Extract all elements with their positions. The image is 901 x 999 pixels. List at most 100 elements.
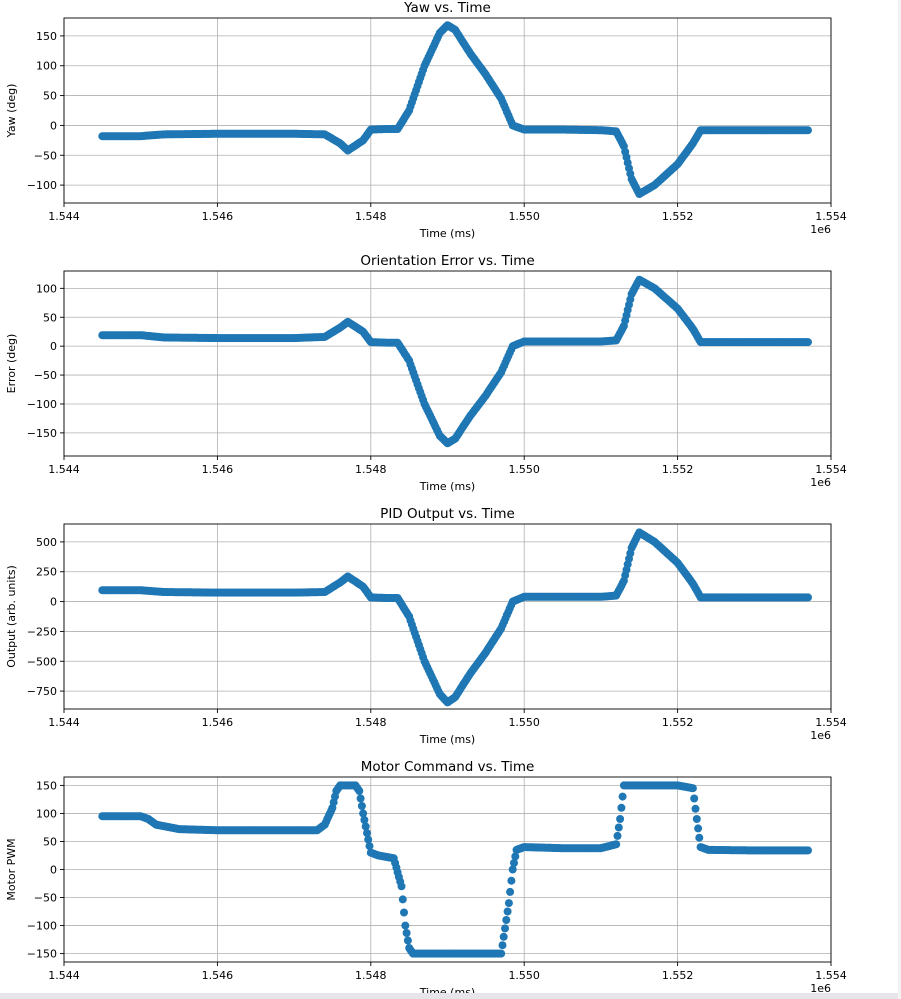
x-tick-label: 1.552 bbox=[662, 969, 694, 982]
data-point bbox=[614, 823, 623, 832]
chart-panel-yaw: 1.544 1.546 1.548 1.550 1.552 1.554 −100 −50 0 50… bbox=[5, 0, 847, 240]
data-point bbox=[508, 865, 517, 874]
y-axis-label: Output (arb. units) bbox=[5, 565, 18, 668]
data-point bbox=[402, 929, 411, 937]
y-tick-label: 250 bbox=[36, 566, 57, 579]
chart-title: Orientation Error vs. Time bbox=[360, 253, 534, 269]
right-edge-strip bbox=[898, 0, 901, 999]
data-point bbox=[501, 924, 509, 933]
data-point bbox=[612, 840, 621, 849]
y-tick-label: −50 bbox=[34, 892, 57, 905]
y-tick-label: −150 bbox=[27, 427, 57, 440]
x-tick-label: 1.552 bbox=[662, 210, 694, 223]
data-point bbox=[694, 824, 703, 833]
data-point bbox=[804, 126, 812, 135]
y-tick-label: −50 bbox=[34, 369, 57, 382]
data-point bbox=[804, 593, 812, 602]
y-tick-label: 50 bbox=[43, 311, 57, 324]
data-point bbox=[498, 941, 507, 950]
data-point bbox=[691, 804, 700, 813]
x-tick-label: 1.550 bbox=[508, 716, 540, 729]
y-tick-label: 0 bbox=[50, 119, 57, 132]
x-axis-label: Time (ms) bbox=[419, 480, 475, 493]
data-point bbox=[507, 876, 516, 885]
data-point bbox=[613, 831, 622, 840]
axes-frame bbox=[63, 17, 832, 204]
data-point bbox=[364, 835, 373, 844]
x-tick-label: 1.548 bbox=[355, 969, 387, 982]
x-tick-label: 1.552 bbox=[662, 716, 694, 729]
chart-panel-error: 1.544 1.546 1.548 1.550 1.552 1.554 −150 −100 −5… bbox=[5, 253, 847, 493]
data-point bbox=[357, 802, 366, 810]
x-tick-label: 1.554 bbox=[815, 716, 847, 729]
y-tick-label: −500 bbox=[27, 655, 57, 668]
x-axis-label: Time (ms) bbox=[419, 733, 475, 746]
series-points bbox=[98, 528, 812, 707]
chart-title: PID Output vs. Time bbox=[380, 506, 515, 522]
y-tick-label: −250 bbox=[27, 625, 57, 638]
data-point bbox=[398, 895, 407, 904]
y-tick-label: 150 bbox=[36, 779, 57, 792]
chart-title: Yaw vs. Time bbox=[403, 0, 491, 16]
data-point bbox=[365, 842, 374, 851]
x-tick-label: 1.544 bbox=[48, 463, 80, 476]
x-offset-label: 1e6 bbox=[810, 223, 831, 236]
data-point bbox=[618, 792, 627, 801]
data-point bbox=[355, 787, 364, 795]
x-tick-label: 1.552 bbox=[662, 463, 694, 476]
y-axis-label: Yaw (deg) bbox=[5, 84, 18, 139]
data-point bbox=[360, 816, 369, 824]
y-tick-label: −100 bbox=[27, 179, 57, 192]
data-point bbox=[497, 949, 506, 958]
y-tick-label: 100 bbox=[36, 807, 57, 820]
chart-title: Motor Command vs. Time bbox=[361, 759, 535, 775]
axes-frame bbox=[63, 270, 832, 457]
data-point bbox=[356, 794, 365, 803]
x-tick-label: 1.550 bbox=[508, 969, 540, 982]
y-tick-label: −100 bbox=[27, 398, 57, 411]
x-offset-label: 1e6 bbox=[810, 476, 831, 489]
data-point bbox=[503, 907, 512, 916]
data-point bbox=[504, 899, 513, 908]
x-offset-label: 1e6 bbox=[810, 729, 831, 742]
y-tick-label: 150 bbox=[36, 30, 57, 43]
data-point bbox=[804, 846, 812, 855]
x-tick-label: 1.548 bbox=[355, 210, 387, 223]
data-point bbox=[688, 784, 697, 793]
x-tick-label: 1.546 bbox=[202, 716, 234, 729]
x-tick-label: 1.548 bbox=[355, 463, 387, 476]
chart-panel-motor: 1.544 1.546 1.548 1.550 1.552 1.554 −150 −100 −5… bbox=[5, 759, 847, 999]
series-points bbox=[98, 275, 812, 448]
x-tick-label: 1.546 bbox=[202, 210, 234, 223]
data-point bbox=[400, 908, 408, 917]
y-tick-label: −50 bbox=[34, 149, 57, 162]
y-tick-label: −750 bbox=[27, 685, 57, 698]
y-tick-label: 100 bbox=[36, 282, 57, 295]
data-point bbox=[804, 338, 812, 347]
data-point bbox=[403, 936, 412, 945]
y-tick-label: 0 bbox=[50, 596, 57, 609]
x-tick-label: 1.554 bbox=[815, 210, 847, 223]
data-point bbox=[401, 921, 410, 930]
data-point bbox=[506, 887, 515, 896]
data-point bbox=[690, 794, 699, 803]
data-point bbox=[361, 822, 370, 831]
y-axis-label: Motor PWM bbox=[5, 838, 18, 900]
x-tick-label: 1.544 bbox=[48, 969, 80, 982]
x-offset-label: 1e6 bbox=[810, 982, 831, 995]
x-tick-label: 1.548 bbox=[355, 716, 387, 729]
y-tick-label: 50 bbox=[43, 90, 57, 103]
series-points bbox=[98, 21, 812, 198]
data-point bbox=[695, 833, 704, 842]
series-points bbox=[98, 781, 812, 958]
y-tick-label: 500 bbox=[36, 536, 57, 549]
data-point bbox=[511, 852, 520, 861]
data-point bbox=[692, 815, 701, 823]
data-point bbox=[502, 916, 511, 924]
axes-frame bbox=[63, 523, 832, 710]
data-point bbox=[617, 803, 626, 812]
data-point bbox=[359, 809, 368, 818]
x-axis-label: Time (ms) bbox=[419, 227, 475, 240]
data-point bbox=[499, 932, 508, 941]
x-tick-label: 1.554 bbox=[815, 969, 847, 982]
